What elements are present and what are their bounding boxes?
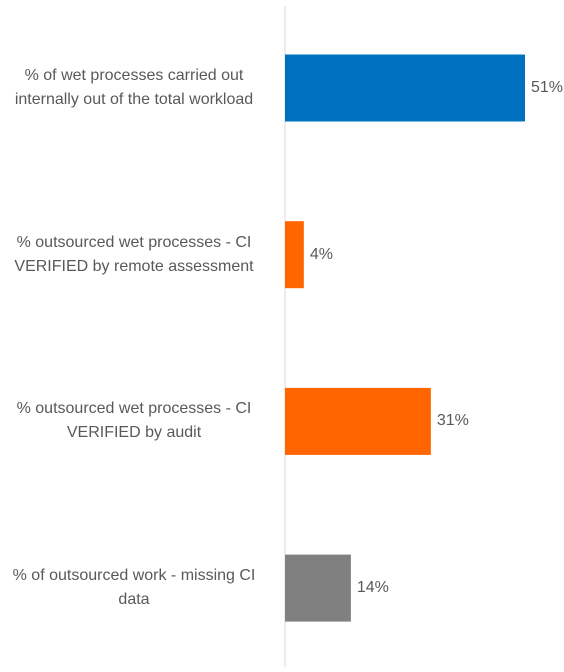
bars-group [285, 54, 525, 622]
bar-3 [285, 387, 431, 455]
value-label-3: 31% [436, 412, 469, 430]
category-label-4: % of outsourced work - missing CI data [12, 567, 256, 609]
category-label-1: % of wet processes carried out internall… [14, 67, 254, 108]
category-label-3: % outsourced wet processes - CI VERIFIED… [16, 400, 252, 442]
category-label-2: % outsourced wet processes - CI VERIFIED… [14, 233, 254, 275]
value-label-1: 51% [531, 79, 564, 96]
value-label-4: 14% [356, 579, 389, 597]
bar-4 [285, 554, 351, 622]
bar-2 [285, 221, 304, 289]
value-label-2: 4% [309, 245, 333, 263]
bar-1 [285, 54, 525, 122]
